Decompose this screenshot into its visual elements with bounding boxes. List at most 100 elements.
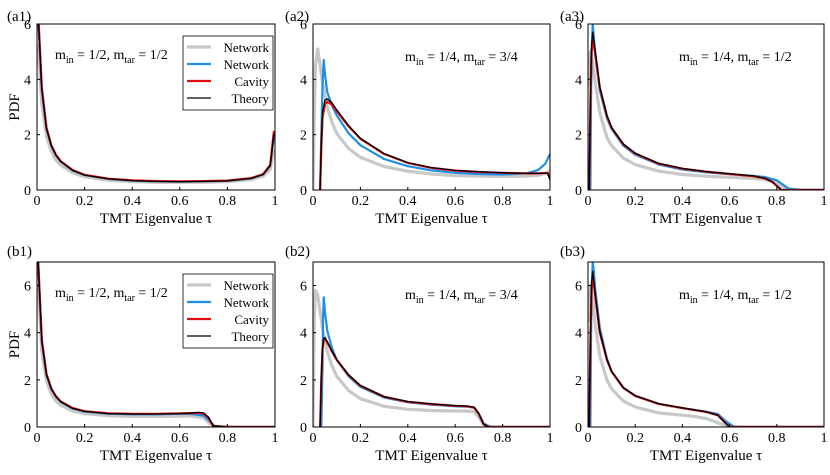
- y-tick-label: 4: [575, 73, 582, 88]
- x-tick-label: 0.6: [721, 431, 739, 446]
- x-tick-label: 0: [585, 431, 592, 446]
- x-tick-label: 0.8: [219, 431, 237, 446]
- axes-box: [587, 261, 825, 428]
- x-tick-label: 0.6: [171, 194, 189, 209]
- y-tick-label: 0: [24, 184, 31, 199]
- series-line-network-gray: [588, 50, 824, 190]
- panel-label: (a1): [7, 9, 31, 25]
- chart-panel-b1: 0 0.2 0.4 0.6 0.8 1 0 2 4 6 TMT Eigenvalue τ PDF (b1…: [7, 244, 279, 464]
- x-tick-label: 0.4: [674, 431, 692, 446]
- x-tick-label: 0: [585, 194, 592, 209]
- legend: Network Network Cavity Theory: [182, 35, 274, 111]
- chart-panel-b3: 0 0.2 0.4 0.6 0.8 1 0 2 4 6 TMT Eigenvalue τ (b3) mi…: [560, 244, 828, 464]
- series-line-theory: [588, 270, 824, 427]
- chart-panel-a1: 0 0.2 0.4 0.6 0.8 1 0 2 4 6 TMT Eigenvalue τ PDF (a1…: [7, 9, 279, 227]
- x-tick-label: 0.2: [76, 194, 94, 209]
- series-line-network-gray: [37, 44, 275, 184]
- x-tick-label: 0.8: [494, 194, 512, 209]
- panel-label: (a3): [560, 9, 584, 25]
- x-tick-label: 0: [310, 431, 317, 446]
- y-tick-label: 2: [575, 129, 582, 144]
- y-tick-label: 0: [300, 184, 307, 199]
- x-tick-label: 0: [34, 431, 41, 446]
- axes-box: [587, 23, 825, 191]
- series-line-theory: [37, 24, 275, 183]
- y-tick-label: 0: [24, 421, 31, 436]
- y-tick-label: 4: [24, 327, 31, 342]
- y-tick-label: 6: [300, 280, 307, 295]
- y-tick-label: 6: [24, 18, 31, 33]
- x-tick-label: 0.2: [76, 431, 94, 446]
- chart-panel-b2: 0 0.2 0.4 0.6 0.8 1 0 2 4 6 TMT Eigenvalue τ (b2) mi…: [285, 244, 554, 464]
- panel-label: (b1): [7, 244, 32, 260]
- panel-label: (b3): [560, 244, 585, 260]
- chart-panel-a3: 0 0.2 0.4 0.6 0.8 1 0 2 4 6 TMT Eigenvalue τ (a3) mi…: [560, 9, 828, 227]
- axes-box: [36, 23, 276, 191]
- series-line-network-blue: [319, 58, 550, 190]
- x-tick-label: 0.6: [446, 194, 464, 209]
- series-line-theory: [319, 98, 550, 190]
- x-tick-label: 0.2: [352, 194, 370, 209]
- x-tick-label: 1: [821, 431, 828, 446]
- series-line-network-gray: [37, 284, 275, 427]
- legend-entry: Network: [224, 57, 270, 72]
- x-tick-label: 0.6: [721, 194, 739, 209]
- y-tick-label: 4: [300, 73, 307, 88]
- x-tick-label: 0.6: [446, 431, 464, 446]
- parameter-annotation: min = 1/2, mtar = 1/2: [55, 48, 168, 66]
- x-tick-label: 0.8: [768, 194, 786, 209]
- x-tick-label: 1: [272, 194, 279, 209]
- x-tick-label: 0: [310, 194, 317, 209]
- x-tick-label: 1: [272, 431, 279, 446]
- parameter-annotation: min = 1/4, mtar = 3/4: [405, 288, 518, 306]
- legend-entry: Network: [224, 40, 270, 55]
- x-tick-label: 1: [547, 431, 554, 446]
- y-tick-label: 2: [300, 129, 307, 144]
- y-tick-label: 6: [24, 280, 31, 295]
- series-group: [588, 262, 824, 427]
- series-line-theory: [319, 336, 550, 427]
- series-group: [37, 262, 275, 427]
- x-tick-label: 0.8: [219, 194, 237, 209]
- x-tick-label: 0.4: [399, 431, 417, 446]
- y-axis-label: PDF: [7, 93, 23, 121]
- x-axis-label: TMT Eigenvalue τ: [100, 211, 212, 227]
- x-tick-label: 0.2: [352, 431, 370, 446]
- parameter-annotation: min = 1/4, mtar = 1/2: [679, 50, 792, 68]
- y-tick-label: 2: [24, 374, 31, 389]
- series-group: [313, 47, 550, 190]
- legend-entry: Network: [224, 295, 270, 310]
- legend-entry: Cavity: [234, 74, 269, 89]
- axes-box: [312, 261, 551, 428]
- series-line-theory: [588, 31, 824, 190]
- parameter-annotation: min = 1/4, mtar = 1/2: [679, 288, 792, 306]
- series-line-network-blue: [320, 296, 550, 427]
- x-tick-label: 0.6: [171, 431, 189, 446]
- y-tick-label: 2: [300, 374, 307, 389]
- parameter-annotation: min = 1/2, mtar = 1/2: [55, 286, 168, 304]
- legend-entry: Network: [224, 278, 270, 293]
- series-line-network-gray: [313, 288, 550, 427]
- x-tick-label: 0.8: [494, 431, 512, 446]
- y-tick-label: 0: [575, 421, 582, 436]
- series-line-theory: [37, 262, 275, 427]
- y-tick-label: 4: [300, 327, 307, 342]
- x-tick-label: 0.4: [674, 194, 692, 209]
- y-tick-label: 4: [575, 327, 582, 342]
- legend-entry: Cavity: [234, 312, 269, 327]
- series-group: [588, 24, 824, 190]
- x-axis-label: TMT Eigenvalue τ: [100, 448, 212, 464]
- x-tick-label: 1: [547, 194, 554, 209]
- series-group: [37, 24, 275, 184]
- y-tick-label: 4: [24, 73, 31, 88]
- y-tick-label: 6: [300, 18, 307, 33]
- x-tick-label: 0.2: [626, 431, 644, 446]
- x-tick-label: 0.4: [123, 431, 141, 446]
- series-line-network-gray: [313, 47, 550, 190]
- chart-panel-a2: 0 0.2 0.4 0.6 0.8 1 0 2 4 6 TMT Eigenvalue τ (a2) mi…: [285, 9, 554, 227]
- y-tick-label: 2: [575, 374, 582, 389]
- panel-label: (b2): [285, 244, 310, 260]
- axes-box: [312, 23, 551, 191]
- y-tick-label: 0: [300, 421, 307, 436]
